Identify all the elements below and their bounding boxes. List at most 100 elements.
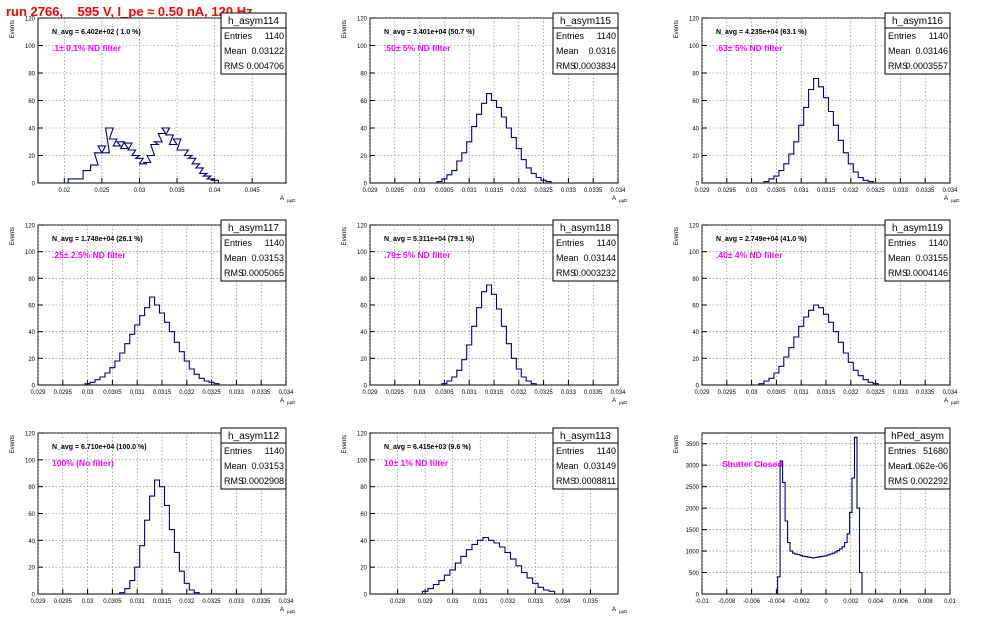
x-axis-title: A [612, 607, 616, 613]
y-tick-label: 120 [25, 17, 36, 23]
y-tick-label: 60 [360, 512, 367, 518]
stats-label: RMS [888, 268, 908, 278]
stats-value: 0.03153 [251, 461, 284, 471]
y-tick-label: 100 [357, 250, 368, 256]
x-tick-label: 0.0335 [584, 188, 603, 194]
x-tick-label: 0.033 [229, 390, 245, 396]
stats-label: Entries [556, 446, 585, 456]
x-tick-label: 0.033 [893, 390, 909, 396]
x-axis-title-subscript: μμD [619, 400, 628, 405]
y-tick-label: 0 [364, 182, 368, 188]
x-axis-title-subscript: μμD [287, 609, 296, 614]
stats-values-box [552, 442, 619, 490]
y-tick-label: 80 [360, 277, 367, 283]
filter-label: .63± 5% ND filter [716, 43, 783, 53]
y-tick-label: 120 [357, 224, 368, 230]
stats-values-box [884, 442, 951, 490]
stats-label: RMS [556, 61, 576, 71]
histogram-panel-h_asym114: 0.02 0.025 0.03 0.035 0.04 0.045 0 20 40 60 80 100 1… [10, 12, 296, 203]
x-tick-label: 0.02 [58, 188, 70, 194]
y-tick-label: 20 [360, 566, 367, 572]
stats-value: 0.03122 [251, 46, 284, 56]
x-axis-title: A [612, 196, 616, 202]
x-tick-label: 0.0315 [153, 599, 172, 605]
x-tick-label: 0.0295 [718, 188, 737, 194]
x-tick-label: -0.01 [695, 599, 709, 605]
x-tick-label: 0.029 [30, 599, 46, 605]
y-axis-title: Events [342, 20, 348, 38]
x-tick-label: 0.0305 [767, 188, 786, 194]
filter-label: .25± 2.5% ND filter [52, 250, 126, 260]
x-axis-title: A [612, 398, 616, 404]
y-tick-label: 0 [32, 593, 36, 599]
y-tick-label: 60 [28, 304, 35, 310]
x-tick-label: 0.0315 [485, 390, 504, 396]
x-tick-label: 0.032 [511, 390, 527, 396]
run-title: run 2766, 595 V, I_pe ≈ 0.50 nA, 120 Hz [6, 4, 253, 19]
x-tick-label: 0.01 [944, 599, 956, 605]
y-tick-label: 40 [692, 330, 699, 336]
x-tick-label: -0.002 [793, 599, 811, 605]
stats-label: RMS [556, 268, 576, 278]
stats-value: 0.0005065 [241, 268, 284, 278]
x-tick-label: 0.0305 [767, 390, 786, 396]
y-tick-label: 80 [360, 72, 367, 78]
y-tick-label: 500 [689, 571, 700, 577]
x-tick-label: 0.031 [130, 390, 146, 396]
y-tick-label: 20 [692, 154, 699, 160]
x-tick-label: 0.032 [179, 390, 195, 396]
y-tick-label: 0 [364, 593, 368, 599]
x-tick-label: 0.03 [414, 188, 426, 194]
stats-label: RMS [224, 476, 244, 486]
x-tick-label: 0.034 [278, 599, 294, 605]
x-axis-title-subscript: μμD [951, 400, 960, 405]
x-tick-label: 0.032 [500, 599, 516, 605]
histogram-name: h_asym119 [892, 223, 943, 234]
stats-label: RMS [224, 61, 244, 71]
stats-box: h_asym118 Entries 1140 Mean 0.03144 RMS0.0003… [552, 219, 619, 282]
y-tick-label: 40 [360, 127, 367, 133]
y-tick-label: 0 [696, 384, 700, 390]
stats-box: h_asym119 Entries 1140 Mean 0.03155 RMS0.0004… [884, 219, 951, 282]
stats-label: Entries [224, 446, 253, 456]
x-tick-label: 0.0325 [534, 390, 553, 396]
y-tick-label: 120 [25, 224, 36, 230]
x-tick-label: 0.033 [561, 390, 577, 396]
x-axis-title: A [944, 196, 948, 202]
stats-value: 0.0004146 [905, 268, 948, 278]
n-avg-label: N_avg = 6.710e+04 (100.0 %) [52, 444, 147, 451]
stats-value: 0.0002908 [241, 476, 284, 486]
y-tick-label: 40 [28, 330, 35, 336]
histogram-name: h_asym116 [892, 16, 943, 27]
y-tick-label: 20 [692, 357, 699, 363]
y-tick-label: 100 [357, 458, 368, 464]
stats-box: h_asym114 Entries 1140 Mean 0.03122 RMS 0.0047… [220, 12, 287, 75]
y-tick-label: 20 [28, 566, 35, 572]
n-avg-label: N_avg = 6.415e+03 (9.6 %) [384, 444, 471, 451]
x-axis-title-subscript: μμD [951, 198, 960, 203]
stats-label: Entries [556, 31, 585, 41]
stats-label: Mean [556, 461, 579, 471]
x-tick-label: 0.031 [794, 188, 810, 194]
histogram-panel-h_asym118: 0.029 0.0295 0.03 0.0305 0.031 0.0315 0.032 0.0… [342, 219, 628, 405]
x-tick-label: 0.03 [746, 390, 758, 396]
stats-value: 1140 [265, 31, 284, 41]
histogram-panel-hPed_asym: -0.01 -0.008 -0.006 -0.004 -0.002 0 0.002 0.004… [674, 427, 956, 605]
x-tick-label: 0.03 [82, 390, 94, 396]
y-tick-label: 60 [360, 99, 367, 105]
filter-label: .40± 4% ND filter [716, 250, 783, 260]
x-tick-label: 0.03 [134, 188, 146, 194]
stats-label: Mean [224, 46, 247, 56]
stats-box: h_asym116 Entries 1140 Mean 0.03146 RMS0.0003… [884, 12, 951, 75]
n-avg-label: N_avg = 1.748e+04 (26.1 %) [52, 236, 143, 243]
stats-label: Entries [888, 446, 917, 456]
x-tick-label: 0.031 [462, 390, 478, 396]
y-tick-label: 0 [32, 384, 36, 390]
x-axis-title: A [280, 398, 284, 404]
x-tick-label: -0.008 [718, 599, 736, 605]
y-tick-label: 20 [360, 154, 367, 160]
x-tick-label: 0.03 [447, 599, 459, 605]
y-tick-label: 60 [692, 99, 699, 105]
y-tick-label: 100 [689, 44, 700, 50]
